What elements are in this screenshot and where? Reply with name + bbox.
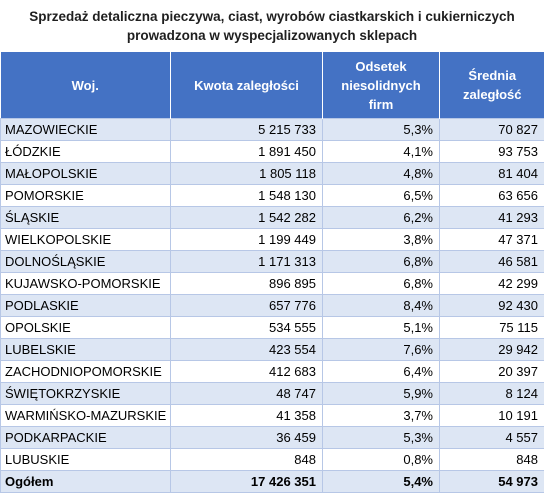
cell-srednia: 93 753: [440, 141, 544, 163]
cell-odsetek: 6,4%: [323, 361, 440, 383]
cell-kwota: 1 171 313: [171, 251, 323, 273]
cell-kwota: 423 554: [171, 339, 323, 361]
cell-woj: ŁÓDZKIE: [1, 141, 171, 163]
cell-odsetek: 5,9%: [323, 383, 440, 405]
cell-odsetek: 6,8%: [323, 273, 440, 295]
cell-odsetek: 6,2%: [323, 207, 440, 229]
cell-odsetek: 0,8%: [323, 449, 440, 471]
cell-kwota: 412 683: [171, 361, 323, 383]
cell-kwota: 48 747: [171, 383, 323, 405]
cell-woj: LUBELSKIE: [1, 339, 171, 361]
cell-kwota: 657 776: [171, 295, 323, 317]
header-srednia: Średnia zaległość: [440, 52, 544, 119]
debt-table: Woj. Kwota zaległości Odsetek niesolidny…: [0, 52, 544, 493]
cell-woj: LUBUSKIE: [1, 449, 171, 471]
cell-woj: MAŁOPOLSKIE: [1, 163, 171, 185]
cell-kwota: 1 548 130: [171, 185, 323, 207]
cell-woj: DOLNOŚLĄSKIE: [1, 251, 171, 273]
cell-kwota: 1 891 450: [171, 141, 323, 163]
table-title: Sprzedaż detaliczna pieczywa, ciast, wyr…: [0, 0, 544, 52]
total-kwota: 17 426 351: [171, 471, 323, 493]
cell-kwota: 1 805 118: [171, 163, 323, 185]
cell-woj: WIELKOPOLSKIE: [1, 229, 171, 251]
total-row: Ogółem 17 426 351 5,4% 54 973: [1, 471, 544, 493]
header-odsetek: Odsetek niesolidnych firm: [323, 52, 440, 119]
cell-woj: ŚLĄSKIE: [1, 207, 171, 229]
header-row: Woj. Kwota zaległości Odsetek niesolidny…: [1, 52, 544, 119]
title-line-1: Sprzedaż detaliczna pieczywa, ciast, wyr…: [0, 7, 544, 26]
cell-woj: OPOLSKIE: [1, 317, 171, 339]
cell-woj: ŚWIĘTOKRZYSKIE: [1, 383, 171, 405]
cell-woj: ZACHODNIOPOMORSKIE: [1, 361, 171, 383]
cell-kwota: 5 215 733: [171, 119, 323, 141]
total-label: Ogółem: [1, 471, 171, 493]
cell-odsetek: 6,5%: [323, 185, 440, 207]
cell-odsetek: 5,3%: [323, 119, 440, 141]
cell-srednia: 8 124: [440, 383, 544, 405]
cell-odsetek: 8,4%: [323, 295, 440, 317]
cell-srednia: 92 430: [440, 295, 544, 317]
cell-odsetek: 7,6%: [323, 339, 440, 361]
cell-srednia: 10 191: [440, 405, 544, 427]
cell-srednia: 47 371: [440, 229, 544, 251]
cell-kwota: 36 459: [171, 427, 323, 449]
cell-woj: WARMIŃSKO-MAZURSKIE: [1, 405, 171, 427]
cell-kwota: 534 555: [171, 317, 323, 339]
cell-srednia: 81 404: [440, 163, 544, 185]
cell-odsetek: 3,8%: [323, 229, 440, 251]
cell-kwota: 848: [171, 449, 323, 471]
cell-odsetek: 5,3%: [323, 427, 440, 449]
header-kwota: Kwota zaległości: [171, 52, 323, 119]
cell-kwota: 41 358: [171, 405, 323, 427]
cell-odsetek: 3,7%: [323, 405, 440, 427]
cell-srednia: 41 293: [440, 207, 544, 229]
cell-odsetek: 4,1%: [323, 141, 440, 163]
cell-srednia: 46 581: [440, 251, 544, 273]
cell-odsetek: 5,1%: [323, 317, 440, 339]
cell-srednia: 42 299: [440, 273, 544, 295]
header-woj: Woj.: [1, 52, 171, 119]
cell-srednia: 63 656: [440, 185, 544, 207]
cell-srednia: 20 397: [440, 361, 544, 383]
cell-srednia: 29 942: [440, 339, 544, 361]
cell-srednia: 70 827: [440, 119, 544, 141]
cell-woj: PODKARPACKIE: [1, 427, 171, 449]
cell-kwota: 1 542 282: [171, 207, 323, 229]
cell-woj: KUJAWSKO-POMORSKIE: [1, 273, 171, 295]
cell-kwota: 1 199 449: [171, 229, 323, 251]
cell-kwota: 896 895: [171, 273, 323, 295]
cell-odsetek: 6,8%: [323, 251, 440, 273]
cell-woj: MAZOWIECKIE: [1, 119, 171, 141]
cell-srednia: 4 557: [440, 427, 544, 449]
cell-srednia: 75 115: [440, 317, 544, 339]
cell-srednia: 848: [440, 449, 544, 471]
cell-woj: POMORSKIE: [1, 185, 171, 207]
total-odsetek: 5,4%: [323, 471, 440, 493]
cell-odsetek: 4,8%: [323, 163, 440, 185]
cell-woj: PODLASKIE: [1, 295, 171, 317]
total-srednia: 54 973: [440, 471, 544, 493]
title-line-2: prowadzona w wyspecjalizowanych sklepach: [0, 26, 544, 45]
